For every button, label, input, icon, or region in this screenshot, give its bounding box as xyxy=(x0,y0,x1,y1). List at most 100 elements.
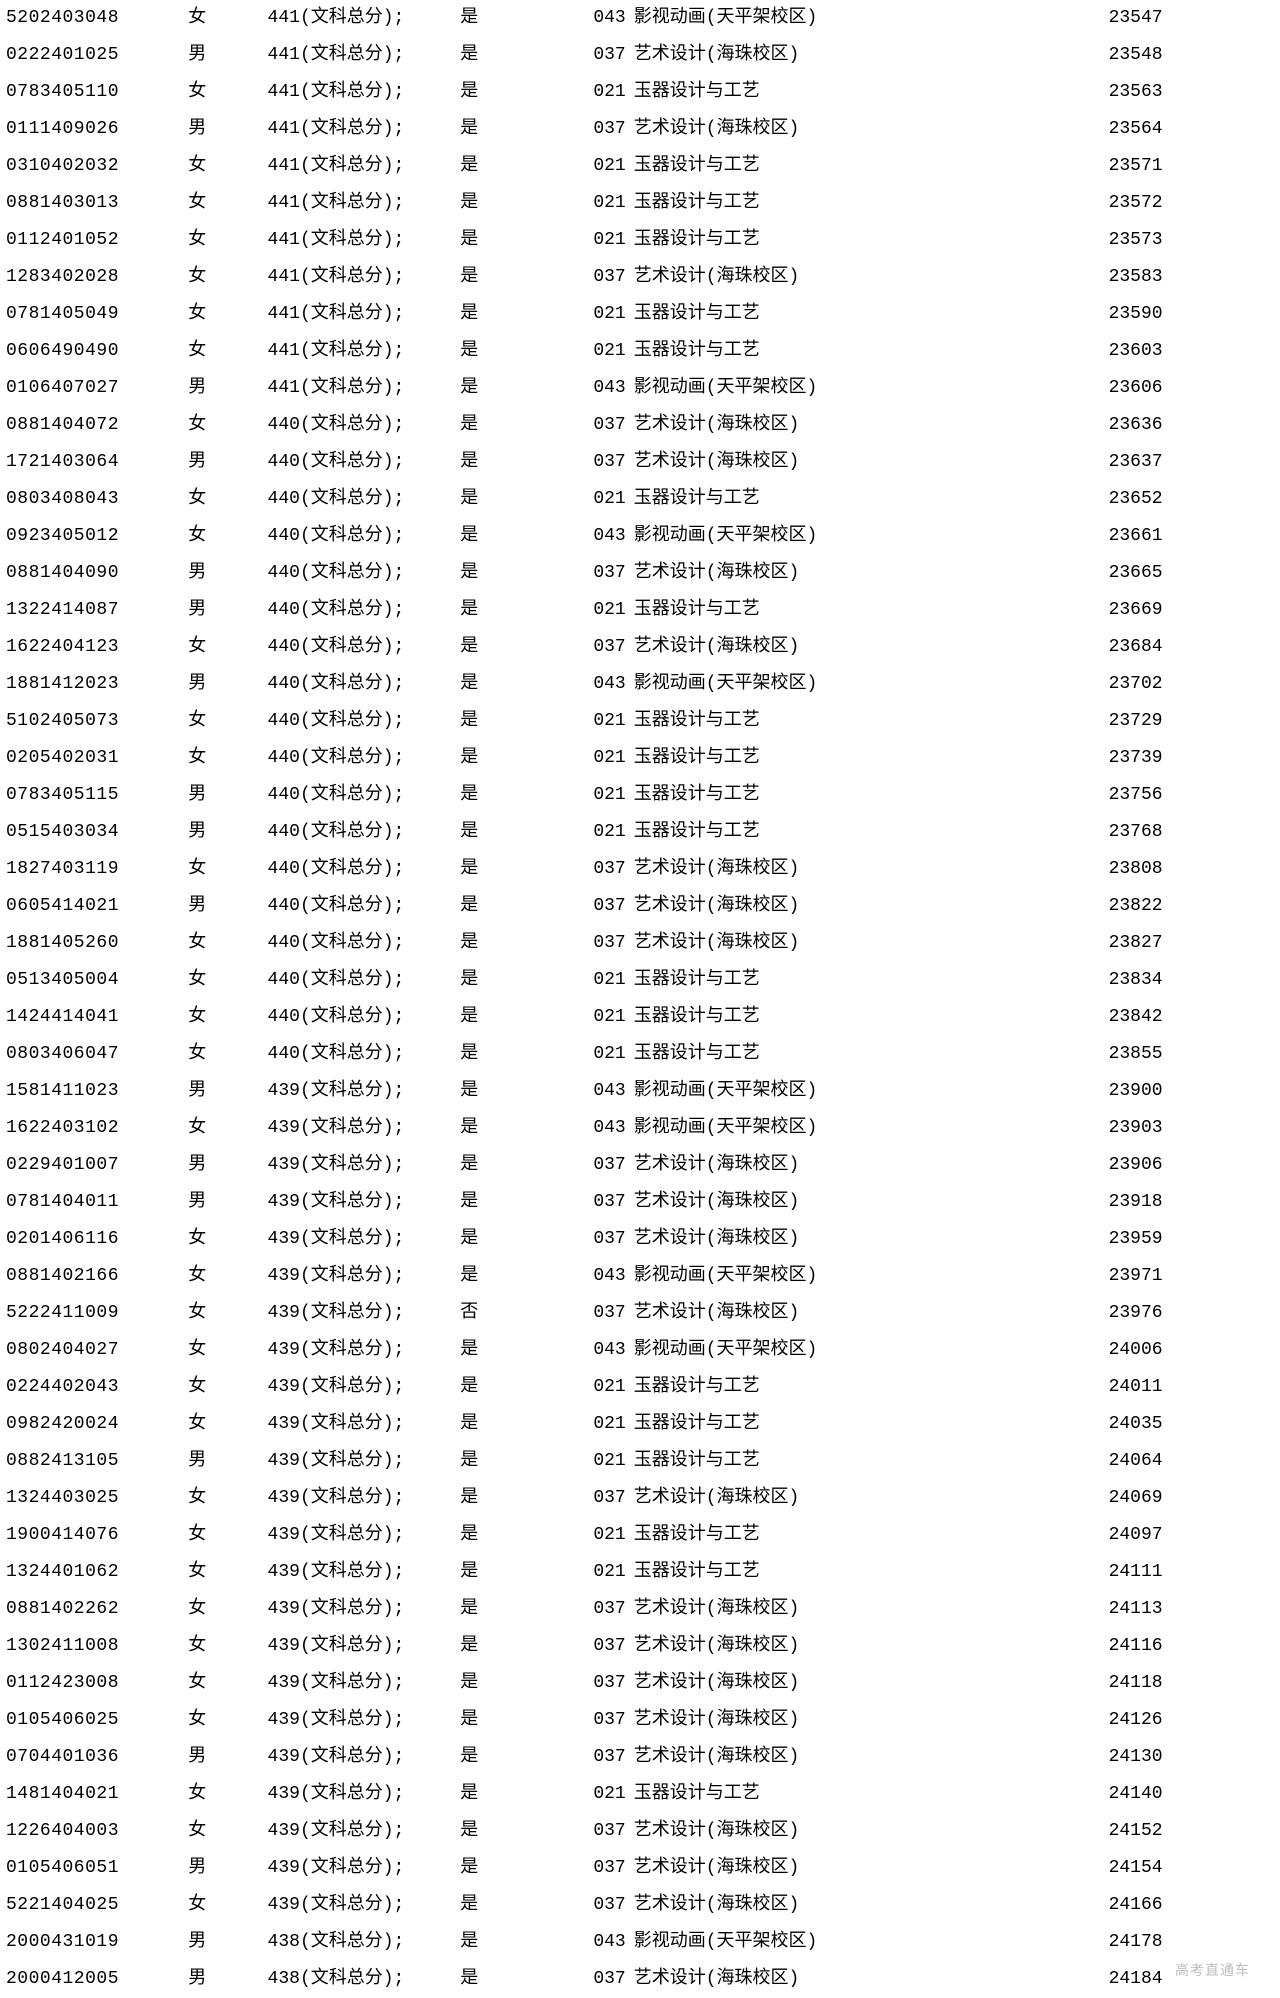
student-id: 0923405012 xyxy=(0,518,188,555)
table-row: 0515403034男440(文科总分);是021玉器设计与工艺23768 xyxy=(0,814,1280,851)
flag: 是 xyxy=(460,1443,562,1480)
student-id: 1226404003 xyxy=(0,1813,188,1850)
student-id: 1302411008 xyxy=(0,1628,188,1665)
rank: 24152 xyxy=(1099,1813,1280,1850)
student-id: 0111409026 xyxy=(0,111,188,148)
major-code: 021 xyxy=(562,1776,633,1813)
gender: 男 xyxy=(188,814,267,851)
flag: 是 xyxy=(460,629,562,666)
rank: 23918 xyxy=(1099,1184,1280,1221)
major-name: 影视动画(天平架校区) xyxy=(634,666,1099,703)
student-id: 0106407027 xyxy=(0,370,188,407)
major-name: 艺术设计(海珠校区) xyxy=(634,259,1099,296)
major-code: 037 xyxy=(562,1665,633,1702)
major-code: 037 xyxy=(562,925,633,962)
major-name: 艺术设计(海珠校区) xyxy=(634,925,1099,962)
student-id: 0882413105 xyxy=(0,1443,188,1480)
major-code: 021 xyxy=(562,1036,633,1073)
table-row: 0781405049女441(文科总分);是021玉器设计与工艺23590 xyxy=(0,296,1280,333)
major-code: 037 xyxy=(562,259,633,296)
table-row: 0704401036男439(文科总分);是037艺术设计(海珠校区)24130 xyxy=(0,1739,1280,1776)
score: 439(文科总分); xyxy=(268,1406,461,1443)
gender: 女 xyxy=(188,1295,267,1332)
major-name: 玉器设计与工艺 xyxy=(634,481,1099,518)
score: 439(文科总分); xyxy=(268,1850,461,1887)
major-name: 艺术设计(海珠校区) xyxy=(634,1961,1099,1998)
gender: 女 xyxy=(188,1036,267,1073)
rank: 24011 xyxy=(1099,1369,1280,1406)
rank: 23571 xyxy=(1099,148,1280,185)
table-row: 1324401062女439(文科总分);是021玉器设计与工艺24111 xyxy=(0,1554,1280,1591)
flag: 是 xyxy=(460,370,562,407)
rank: 23900 xyxy=(1099,1073,1280,1110)
major-code: 021 xyxy=(562,481,633,518)
gender: 女 xyxy=(188,148,267,185)
major-name: 影视动画(天平架校区) xyxy=(634,1924,1099,1961)
major-name: 艺术设计(海珠校区) xyxy=(634,1739,1099,1776)
table-row: 0881404072女440(文科总分);是037艺术设计(海珠校区)23636 xyxy=(0,407,1280,444)
table-row: 1324403025女439(文科总分);是037艺术设计(海珠校区)24069 xyxy=(0,1480,1280,1517)
table-row: 1481404021女439(文科总分);是021玉器设计与工艺24140 xyxy=(0,1776,1280,1813)
table-row: 0112423008女439(文科总分);是037艺术设计(海珠校区)24118 xyxy=(0,1665,1280,1702)
gender: 女 xyxy=(188,222,267,259)
score: 439(文科总分); xyxy=(268,1110,461,1147)
rank: 23637 xyxy=(1099,444,1280,481)
rank: 23906 xyxy=(1099,1147,1280,1184)
score: 439(文科总分); xyxy=(268,1073,461,1110)
rank: 23822 xyxy=(1099,888,1280,925)
gender: 女 xyxy=(188,333,267,370)
major-code: 037 xyxy=(562,111,633,148)
flag: 是 xyxy=(460,777,562,814)
major-code: 043 xyxy=(562,1110,633,1147)
major-name: 玉器设计与工艺 xyxy=(634,185,1099,222)
student-id: 0803406047 xyxy=(0,1036,188,1073)
major-code: 021 xyxy=(562,333,633,370)
table-row: 2000412005男438(文科总分);是037艺术设计(海珠校区)24184 xyxy=(0,1961,1280,1998)
major-code: 037 xyxy=(562,1813,633,1850)
gender: 女 xyxy=(188,962,267,999)
gender: 女 xyxy=(188,1221,267,1258)
gender: 男 xyxy=(188,592,267,629)
major-name: 艺术设计(海珠校区) xyxy=(634,1887,1099,1924)
flag: 是 xyxy=(460,1073,562,1110)
rank: 24069 xyxy=(1099,1480,1280,1517)
rank: 23669 xyxy=(1099,592,1280,629)
flag: 否 xyxy=(460,1295,562,1332)
score: 439(文科总分); xyxy=(268,1295,461,1332)
student-id: 0881404072 xyxy=(0,407,188,444)
rank: 24097 xyxy=(1099,1517,1280,1554)
student-id: 0112423008 xyxy=(0,1665,188,1702)
student-id: 1827403119 xyxy=(0,851,188,888)
gender: 男 xyxy=(188,1073,267,1110)
flag: 是 xyxy=(460,1591,562,1628)
major-code: 043 xyxy=(562,1258,633,1295)
table-row: 2000431019男438(文科总分);是043影视动画(天平架校区)2417… xyxy=(0,1924,1280,1961)
student-id: 1324401062 xyxy=(0,1554,188,1591)
major-code: 043 xyxy=(562,518,633,555)
major-code: 043 xyxy=(562,370,633,407)
table-row: 0881404090男440(文科总分);是037艺术设计(海珠校区)23665 xyxy=(0,555,1280,592)
student-id: 0224402043 xyxy=(0,1369,188,1406)
rank: 23636 xyxy=(1099,407,1280,444)
rank: 23768 xyxy=(1099,814,1280,851)
flag: 是 xyxy=(460,185,562,222)
student-id: 1324403025 xyxy=(0,1480,188,1517)
student-id: 1881405260 xyxy=(0,925,188,962)
student-id: 0881402262 xyxy=(0,1591,188,1628)
major-code: 037 xyxy=(562,1850,633,1887)
table-row: 0205402031女440(文科总分);是021玉器设计与工艺23739 xyxy=(0,740,1280,777)
score: 439(文科总分); xyxy=(268,1258,461,1295)
score: 439(文科总分); xyxy=(268,1628,461,1665)
rank: 24111 xyxy=(1099,1554,1280,1591)
rank: 23959 xyxy=(1099,1221,1280,1258)
major-name: 玉器设计与工艺 xyxy=(634,1554,1099,1591)
flag: 是 xyxy=(460,148,562,185)
flag: 是 xyxy=(460,1776,562,1813)
major-code: 021 xyxy=(562,999,633,1036)
gender: 女 xyxy=(188,1887,267,1924)
rank: 23855 xyxy=(1099,1036,1280,1073)
flag: 是 xyxy=(460,518,562,555)
gender: 男 xyxy=(188,1739,267,1776)
rank: 23603 xyxy=(1099,333,1280,370)
table-row: 0881403013女441(文科总分);是021玉器设计与工艺23572 xyxy=(0,185,1280,222)
